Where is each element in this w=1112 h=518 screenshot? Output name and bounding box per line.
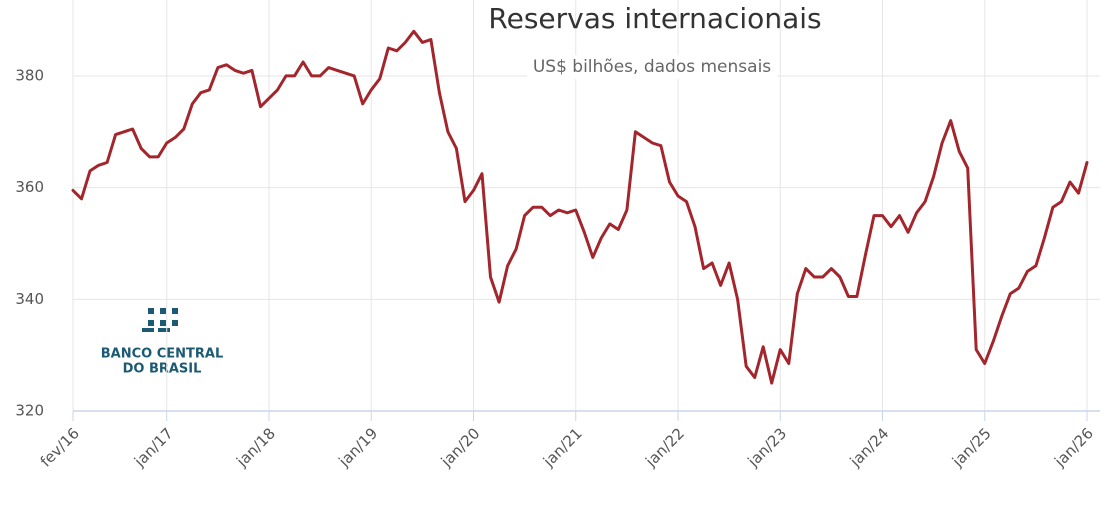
x-tick-label: jan/20 — [437, 424, 484, 471]
x-tick-label: jan/18 — [232, 424, 279, 471]
x-tick-label: jan/22 — [641, 424, 688, 471]
y-tick-label: 320 — [15, 402, 44, 420]
x-tick-label: jan/24 — [846, 424, 893, 471]
x-tick-label: jan/17 — [130, 424, 177, 471]
y-tick-label: 380 — [15, 66, 44, 84]
y-tick-label: 340 — [15, 290, 44, 308]
line-series — [71, 29, 1089, 385]
logo-text: DO BRASIL — [123, 362, 202, 377]
logo-text: BANCO CENTRAL — [101, 347, 224, 362]
chart-subtitle: US$ bilhões, dados mensais — [533, 57, 771, 77]
x-tick-label: jan/21 — [539, 424, 586, 471]
chart-title: Reservas internacionais — [488, 2, 821, 35]
grid — [72, 0, 1100, 411]
x-tick-label: jan/26 — [1050, 424, 1097, 471]
x-tick-label: fev/16 — [37, 424, 83, 470]
logo: BANCO CENTRAL DO BRASIL — [101, 308, 224, 377]
x-tick-label: jan/23 — [744, 424, 791, 471]
x-tick-label: jan/19 — [335, 424, 382, 471]
subtitle-background — [526, 55, 778, 79]
logo-icon — [142, 308, 178, 332]
x-tick-label: jan/25 — [948, 424, 995, 471]
y-tick-label: 360 — [15, 178, 44, 196]
